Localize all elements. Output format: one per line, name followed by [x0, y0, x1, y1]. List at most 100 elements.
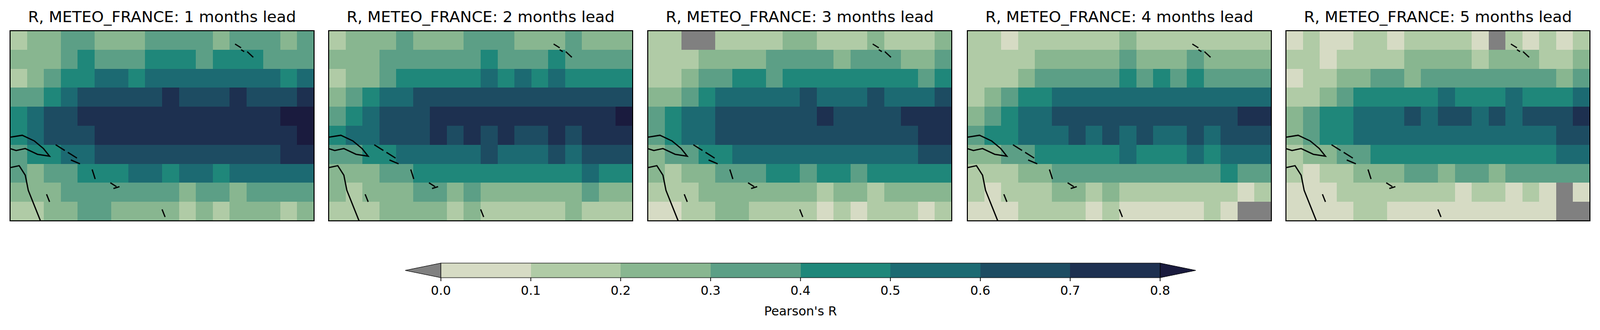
cell: [111, 144, 129, 165]
cell: [345, 30, 363, 50]
cell: [715, 49, 733, 69]
cell: [615, 68, 633, 89]
cell: [345, 87, 363, 107]
cell: [816, 201, 834, 221]
cell: [1237, 68, 1255, 89]
cell: [1220, 49, 1238, 69]
cell: [328, 144, 346, 165]
cell: [698, 201, 716, 221]
cell: [94, 182, 112, 202]
cell: [229, 30, 247, 50]
cell: [229, 106, 247, 126]
cell: [1254, 30, 1272, 50]
cell: [212, 144, 231, 165]
cell: [984, 87, 1002, 107]
cell: [246, 125, 264, 145]
cell: [497, 144, 515, 165]
cell: [681, 164, 699, 184]
colorbar-tick-label: 0.8: [1150, 283, 1171, 298]
cell: [967, 49, 985, 69]
cell: [1203, 68, 1222, 89]
coast: [67, 152, 78, 159]
cell: [362, 68, 380, 89]
cell: [681, 30, 699, 50]
colorbar-tick-label: 0.6: [970, 283, 991, 298]
cell: [1387, 49, 1405, 69]
cell: [345, 201, 363, 221]
cells: [967, 30, 1272, 221]
cell: [598, 49, 617, 69]
cell: [497, 106, 515, 126]
cell: [1102, 106, 1120, 126]
cell: [782, 164, 800, 184]
cell: [246, 164, 264, 184]
cell: [179, 106, 197, 126]
cell: [715, 106, 733, 126]
cell: [43, 164, 61, 184]
cell: [884, 49, 902, 69]
cell: [60, 30, 79, 50]
cell: [850, 144, 868, 165]
coast: [1285, 135, 1326, 157]
cell: [615, 182, 633, 202]
cell: [867, 164, 885, 184]
coast: [1119, 209, 1123, 217]
cell: [27, 106, 45, 126]
cell: [884, 125, 902, 145]
cell: [60, 201, 79, 221]
cell: [1303, 201, 1321, 221]
cell: [531, 68, 549, 89]
cell: [1102, 164, 1120, 184]
cell: [799, 68, 817, 89]
cell: [111, 30, 129, 50]
cell: [918, 182, 936, 202]
cell: [1186, 182, 1204, 202]
cell: [900, 125, 919, 145]
cell: [1336, 125, 1354, 145]
cell: [1471, 144, 1489, 165]
cell: [1034, 144, 1052, 165]
cell: [144, 144, 163, 165]
coastline: [967, 44, 1211, 222]
cell: [497, 182, 515, 202]
cell: [565, 201, 583, 221]
cell: [1119, 164, 1137, 184]
cell: [581, 106, 599, 126]
cell: [1303, 68, 1321, 89]
cell: [328, 87, 346, 107]
cell: [799, 106, 817, 126]
cell: [1505, 49, 1523, 69]
cell: [1285, 144, 1304, 165]
frame: [647, 30, 952, 221]
cell: [565, 125, 583, 145]
cell: [1102, 125, 1120, 145]
cell: [1319, 106, 1337, 126]
cell: [1404, 164, 1422, 184]
cell: [1319, 87, 1337, 107]
cell: [698, 164, 716, 184]
coast: [1516, 49, 1520, 52]
cell: [296, 87, 315, 107]
colorbar-tick: [620, 277, 622, 282]
cell: [1455, 125, 1473, 145]
cell: [984, 30, 1002, 50]
cell: [212, 201, 231, 221]
cell: [1220, 144, 1238, 165]
cell: [296, 164, 315, 184]
cell: [60, 87, 79, 107]
cell: [396, 106, 414, 126]
cell: [867, 106, 885, 126]
cell: [246, 87, 264, 107]
cell: [782, 182, 800, 202]
colorbar: 0.00.10.20.30.40.50.60.70.8Pearson's R: [405, 263, 1196, 319]
cell: [1237, 106, 1255, 126]
cell: [782, 30, 800, 50]
cell: [1001, 125, 1019, 145]
cell: [715, 30, 733, 50]
cell: [850, 87, 868, 107]
cell: [280, 182, 298, 202]
cell: [1319, 49, 1337, 69]
cell: [833, 30, 851, 50]
cell: [1505, 68, 1523, 89]
cell: [1387, 201, 1405, 221]
